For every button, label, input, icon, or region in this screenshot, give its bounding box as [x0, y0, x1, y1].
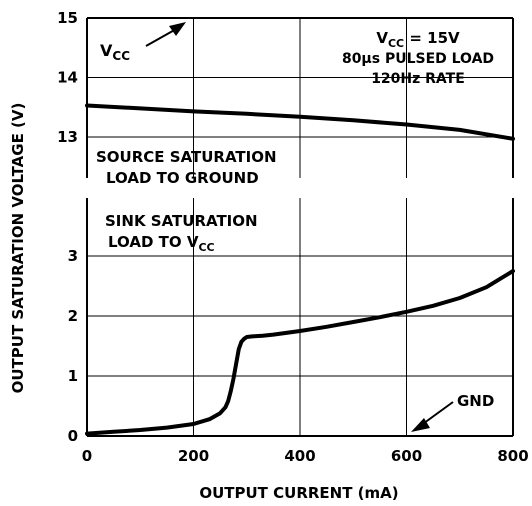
- x-tick-label: 200: [178, 447, 209, 465]
- conditions-line-2: 80µs PULSED LOAD: [342, 51, 494, 67]
- x-axis-label: OUTPUT CURRENT (mA): [199, 484, 398, 502]
- vcc-arrow-label-main: V: [100, 41, 113, 60]
- sink-saturation-line-2: LOAD TO VCC: [108, 233, 215, 254]
- x-tick-label: 400: [284, 447, 315, 465]
- sink-saturation-line-1: SINK SATURATION: [105, 212, 258, 230]
- series-line: [85, 103, 515, 141]
- x-tick-label: 600: [391, 447, 422, 465]
- source-saturation-line-2: LOAD TO GROUND: [106, 169, 259, 187]
- sink-line-2-main: LOAD TO V: [108, 233, 199, 251]
- gnd-label: GND: [457, 392, 494, 410]
- conditions-line-1: VCC = 15V: [376, 29, 460, 50]
- y-tick-label: 1: [68, 367, 78, 385]
- vcc-arrow: [145, 22, 186, 47]
- series-line: [85, 269, 515, 436]
- upper-panel: 13 14 15: [57, 9, 515, 178]
- gnd-arrow: [411, 401, 454, 432]
- y-tick-label: 14: [57, 69, 78, 87]
- lower-panel: 0 1 2 3 0 200 400 600 800: [68, 198, 529, 465]
- x-tick-label: 800: [497, 447, 528, 465]
- y-tick-label: 3: [68, 247, 78, 265]
- sink-line-2-sub: CC: [198, 241, 214, 254]
- x-tick-label: 0: [82, 447, 92, 465]
- y-tick-label: 2: [68, 307, 78, 325]
- y-axis-label: OUTPUT SATURATION VOLTAGE (V): [9, 103, 27, 394]
- source-saturation-line-1: SOURCE SATURATION: [96, 148, 277, 166]
- conditions-line-1-sub: CC: [388, 37, 404, 50]
- vcc-arrow-label: VCC: [100, 41, 130, 63]
- vcc-arrow-label-sub: CC: [112, 49, 130, 63]
- y-tick-label: 13: [57, 128, 78, 146]
- conditions-line-1-main: V: [376, 29, 388, 47]
- conditions-line-3: 120Hz RATE: [371, 71, 465, 87]
- conditions-line-1-rest: = 15V: [404, 29, 460, 47]
- y-tick-label: 0: [68, 427, 78, 445]
- y-tick-label: 15: [57, 9, 78, 27]
